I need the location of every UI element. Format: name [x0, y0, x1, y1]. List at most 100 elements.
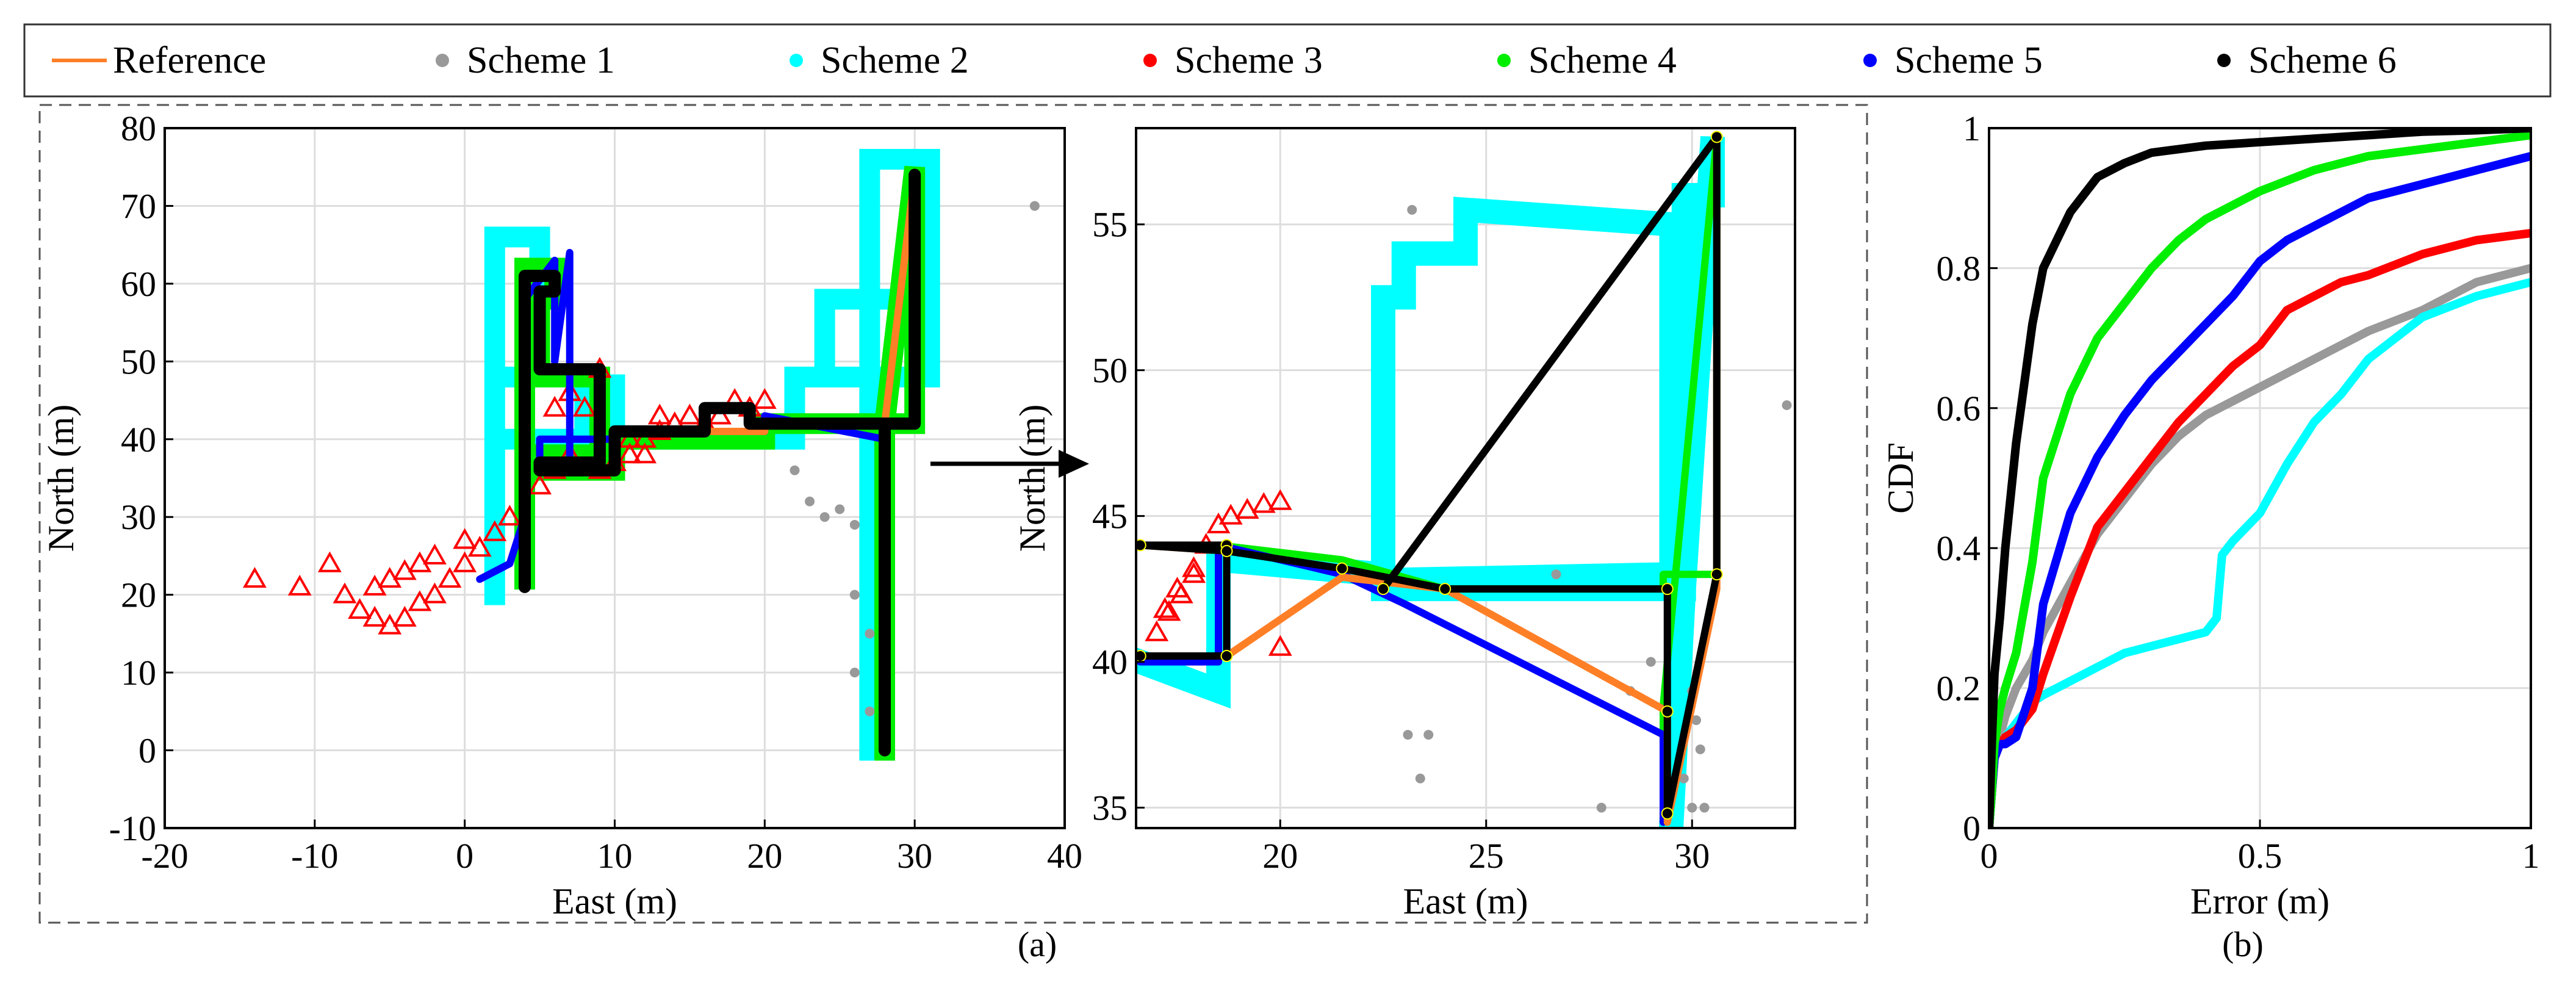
data-point [483, 520, 507, 541]
data-point [392, 605, 417, 627]
legend-label: Scheme 1 [467, 40, 615, 81]
data-point [1710, 131, 1723, 143]
data-point [708, 403, 732, 425]
data-point [1695, 744, 1705, 754]
data-point [1235, 498, 1259, 519]
legend-item: Scheme 2 [790, 40, 969, 81]
y-tick-label: 60 [121, 264, 156, 304]
data-point [790, 465, 800, 475]
series-scheme-6 [1989, 128, 2531, 828]
series-layer [243, 148, 1040, 761]
y-tick-label: 1 [1963, 109, 1981, 148]
y-tick-label: 0.6 [1937, 389, 1981, 428]
y-axis-label: North (m) [1012, 405, 1052, 552]
data-point [423, 582, 447, 604]
data-point [1782, 400, 1792, 411]
legend-item: Scheme 3 [1143, 40, 1323, 81]
legend-label: Scheme 5 [1894, 40, 2043, 81]
series-layer [1136, 131, 1792, 828]
series-scheme-5 [1989, 151, 2531, 828]
series-scheme-1 [1989, 264, 2531, 828]
legend-item: Scheme 4 [1497, 40, 1677, 81]
data-point [1710, 568, 1723, 581]
data-point [805, 496, 815, 506]
data-point [453, 551, 477, 572]
data-point [1678, 773, 1689, 784]
data-point [752, 388, 777, 409]
data-point [1153, 597, 1177, 618]
legend-label: Scheme 3 [1175, 40, 1323, 81]
data-point [1551, 569, 1561, 580]
plot-error-cdf: 0 0.5 1 0 0.2 0.4 0.6 0.8 1 Error (m) CDF [1880, 109, 2540, 921]
data-point [1661, 705, 1674, 718]
panel-a-frame [38, 104, 1868, 924]
data-point [865, 706, 875, 716]
legend-item: Scheme 1 [436, 40, 615, 81]
data-point [647, 403, 672, 425]
data-point [1415, 773, 1425, 784]
data-point [362, 605, 387, 627]
x-tick-label: 10 [597, 836, 633, 876]
data-point [1407, 204, 1417, 215]
series-scheme-4 [1989, 131, 2531, 828]
legend-dot-marker [790, 54, 803, 67]
y-tick-label: 30 [121, 497, 156, 537]
data-point [1145, 620, 1169, 641]
data-point [677, 403, 702, 425]
y-tick-label: 0.2 [1937, 669, 1981, 708]
legend-item: Scheme 5 [1863, 40, 2043, 81]
y-tick-label: -10 [109, 809, 156, 848]
data-point [1661, 807, 1674, 820]
data-point [243, 567, 267, 588]
data-point [1218, 503, 1243, 525]
data-point [865, 629, 875, 639]
legend-item: Scheme 6 [2217, 40, 2397, 81]
x-tick-label: 40 [1047, 836, 1082, 876]
legend-item: Reference [52, 40, 266, 81]
x-axis-label: East (m) [1403, 881, 1528, 921]
y-tick-label: 55 [1092, 205, 1128, 245]
data-point [1165, 577, 1189, 598]
series-layer [1989, 128, 2531, 828]
y-tick-label: 40 [1092, 643, 1128, 682]
plot-trajectory-full: -20 -10 0 10 20 30 40-1001020304050607080East … [41, 109, 1082, 921]
series-scheme-2 [1989, 278, 2531, 828]
legend-dot-marker [1143, 54, 1157, 67]
data-point [835, 504, 845, 514]
data-point [572, 395, 597, 417]
data-point [1423, 730, 1434, 740]
y-axis-label: North (m) [41, 405, 81, 552]
y-tick-label: 80 [121, 109, 156, 148]
data-point [1268, 489, 1292, 510]
data-point [1182, 556, 1206, 577]
x-tick-label: 20 [1262, 836, 1298, 876]
data-point [453, 528, 477, 549]
x-axis-label: East (m) [552, 881, 677, 921]
x-tick-label: -10 [291, 836, 338, 876]
y-tick-label: 50 [1092, 351, 1128, 391]
data-point [849, 668, 860, 678]
data-point [287, 574, 312, 596]
legend-label: Scheme 6 [2248, 40, 2397, 81]
legend-dot-marker [2217, 54, 2231, 67]
legend-dot-marker [436, 54, 449, 67]
x-tick-label: 25 [1469, 836, 1504, 876]
data-point [1251, 492, 1276, 513]
y-tick-label: 50 [121, 342, 156, 381]
data-point [437, 567, 462, 588]
y-tick-label: 10 [121, 653, 156, 693]
x-tick-label: -20 [141, 836, 188, 876]
data-point [849, 519, 860, 530]
series-scheme-3 [1145, 489, 1292, 656]
series-scheme-1 [790, 201, 1040, 755]
data-point [1691, 715, 1701, 726]
data-point [1403, 730, 1413, 740]
y-axis-label: CDF [1880, 442, 1921, 514]
data-point [1029, 201, 1040, 211]
data-point [1220, 544, 1233, 557]
x-tick-label: 20 [747, 836, 782, 876]
data-point [849, 589, 860, 600]
data-point [633, 442, 657, 464]
x-tick-label: 30 [897, 836, 932, 876]
y-tick-label: 70 [121, 186, 156, 226]
